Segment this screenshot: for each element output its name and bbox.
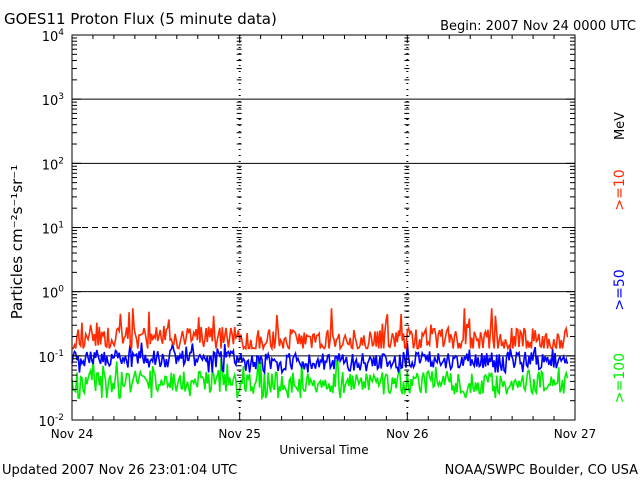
y-tick-labels: 10-2 10-1 100 101 102 103 104 [38, 28, 64, 430]
y-tick-label: 10-1 [38, 349, 64, 366]
y-tick-label: 100 [42, 285, 65, 302]
legend-entry: >=100 [612, 353, 628, 403]
legend-entry: >=50 [612, 269, 628, 310]
begin-label: Begin: 2007 Nov 24 0000 UTC [440, 19, 636, 34]
x-tick-labels: Nov 24 Nov 25 Nov 26 Nov 27 [51, 427, 597, 441]
y-tick-label: 103 [42, 92, 64, 109]
axis-ticks [71, 35, 576, 421]
x-tick-label: Nov 26 [386, 427, 429, 441]
y-axis-label: Particles cm⁻²s⁻¹sr⁻¹ [8, 165, 26, 319]
y-tick-label: 104 [42, 28, 65, 45]
x-tick-label: Nov 25 [218, 427, 261, 441]
flux-trace [71, 358, 569, 401]
plot-frame [71, 34, 576, 421]
x-tick-label: Nov 24 [51, 427, 94, 441]
x-axis-label: Universal Time [279, 443, 368, 457]
flux-trace [72, 308, 569, 352]
x-tick-label: Nov 27 [554, 427, 597, 441]
flux-trace [71, 342, 569, 376]
legend-entry: >=10 [612, 169, 628, 210]
legend: MeV >=10 >=50 >=100 [612, 112, 628, 403]
units-label: MeV [613, 112, 628, 140]
footer-credit: NOAA/SWPC Boulder, CO USA [445, 463, 638, 478]
y-tick-label: 101 [42, 221, 64, 238]
chart-title: GOES11 Proton Flux (5 minute data) [4, 10, 277, 28]
footer-updated: Updated 2007 Nov 26 23:01:04 UTC [2, 463, 237, 478]
y-tick-label: 10-2 [38, 413, 64, 430]
flux-traces [71, 308, 569, 401]
y-tick-label: 102 [42, 156, 64, 173]
